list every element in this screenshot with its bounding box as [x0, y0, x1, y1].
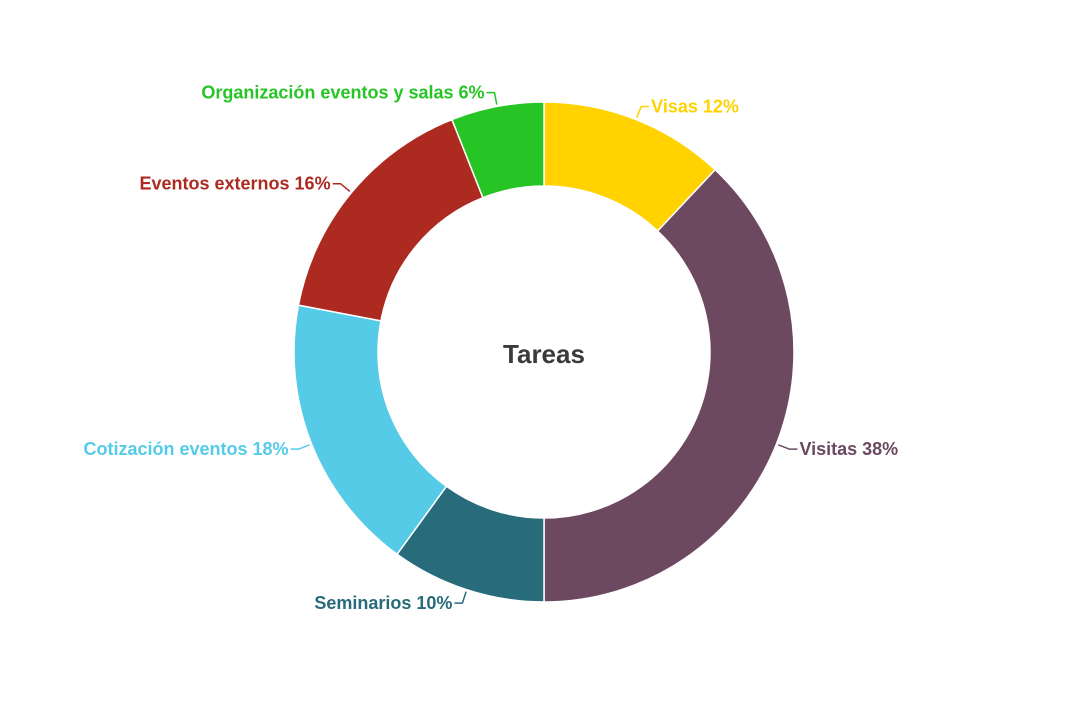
label-cotizacion-eventos: Cotización eventos 18%: [83, 439, 288, 459]
slice-eventos-externos: [297, 118, 484, 322]
chart-title: Tareas: [503, 339, 585, 369]
slice-cotizacion-eventos: [293, 304, 448, 556]
label-seminarios: Seminarios 10%: [314, 593, 452, 613]
leader-line-cotizacion-eventos: [290, 444, 310, 450]
slices-layer: [293, 101, 795, 603]
leader-lines-layer: [290, 91, 798, 604]
label-visas: Visas 12%: [651, 97, 739, 117]
label-organizacion-eventos-y-salas: Organización eventos y salas 6%: [201, 83, 484, 103]
slice-organizacion-eventos-y-salas: [450, 101, 545, 199]
leader-line-organizacion-eventos-y-salas: [486, 91, 498, 105]
labels-layer: Visas 12% Visitas 38% Seminarios 10% Cotiza…: [83, 83, 898, 613]
label-visitas: Visitas 38%: [799, 439, 898, 459]
leader-line-visas: [636, 105, 650, 118]
leader-line-seminarios: [454, 591, 467, 604]
leader-line-visitas: [778, 444, 798, 450]
leader-line-eventos-externos: [332, 182, 351, 192]
label-eventos-externos: Eventos externos 16%: [139, 174, 330, 194]
slice-visitas: [543, 168, 795, 603]
